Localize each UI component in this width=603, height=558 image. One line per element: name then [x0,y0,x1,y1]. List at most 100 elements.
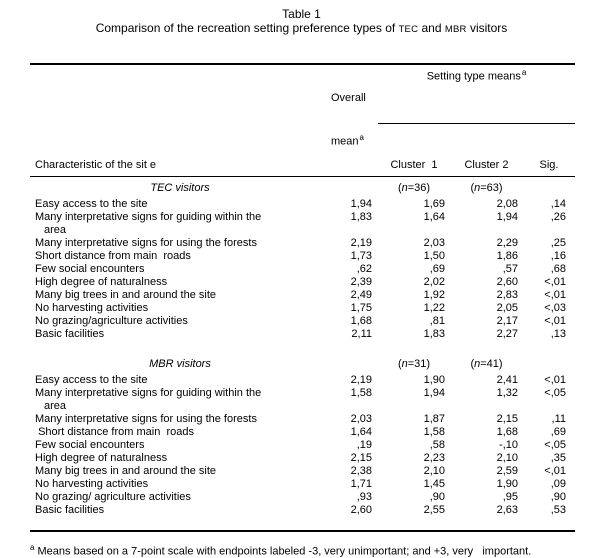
overall-mean-value: 2,11 [351,327,372,340]
row-label: Basic facilities [35,503,105,516]
row-label: High degree of naturalness [35,451,168,464]
label-line1: Many interpretative signs for guiding wi… [35,386,262,399]
cluster1-value: 2,23 [423,451,445,464]
row-label: Many big trees in and around the site [35,464,217,477]
caption-text: and [421,21,442,35]
table-row: Many interpretative signs for using the … [30,237,575,250]
sig-value: <,01 [544,314,567,327]
row-label: Many interpretative signs for guiding wi… [30,211,330,237]
overall-mean-value: ,93 [356,490,372,503]
sig-value: ,25 [550,236,567,249]
section-name: TEC visitors [150,181,210,194]
tec-n-cluster1: (n=36) [378,176,450,198]
cluster1-value: 1,90 [423,373,445,386]
table-row: No grazing/ agriculture activities ,93 ,… [30,491,575,504]
cluster1-value: ,69 [429,262,445,275]
n-open: ( [470,357,475,370]
col-header-cluster-2: Cluster 2 [464,158,509,171]
empty-cell [523,176,575,198]
row-label: No grazing/ agriculture activities [35,490,191,503]
sig-value: <,01 [544,288,567,301]
sig-value: ,69 [550,425,567,438]
overall-mean-value: 2,15 [350,451,372,464]
row-label: Many interpretative signs for using the … [35,412,257,425]
label-line2: area [44,223,67,236]
row-label: High degree of naturalness [35,275,168,288]
cluster1-value: 1,58 [423,425,445,438]
cluster2-value: 1,94 [496,210,518,223]
overall-line2: meana [331,131,377,149]
n-value: =41) [480,357,503,370]
cluster2-value: 2,63 [496,503,518,516]
cluster1-value: 1,64 [423,210,445,223]
n-open: ( [470,181,475,194]
cluster2-value: 1,32 [496,386,518,399]
cluster1-value: 1,50 [423,249,445,262]
sig-value: ,68 [550,262,567,275]
row-label: Short distance from main roads [35,425,194,438]
cluster1-value: 1,45 [423,477,445,490]
table-header: Characteristic of the sit e Overall mean… [30,64,576,177]
caption-mbr-smallcaps: MBR [444,24,467,35]
n-symbol: n [474,181,481,194]
n-symbol: n [401,181,408,194]
caption-tec-smallcaps: TEC [398,24,419,35]
n-value: =63) [480,181,503,194]
table-caption-line2: Comparison of the recreation setting pre… [0,21,603,37]
sig-value: ,14 [550,197,567,210]
sig-value: ,16 [550,249,567,262]
section-name: MBR visitors [149,357,211,370]
sig-value: <,03 [544,301,567,314]
cluster2-value: ,95 [502,490,518,503]
table-row: No harvesting activities 1,75 1,22 2,05 … [30,302,575,315]
caption-text: Comparison of the recreation setting pre… [95,21,396,35]
row-label: No harvesting activities [35,477,149,490]
cluster2-value: ,57 [502,262,518,275]
cluster2-value: 2,29 [496,236,518,249]
n-value: =31) [407,357,431,370]
overall-mean-text: mean [331,135,359,148]
table-row: Short distance from main roads 1,64 1,58… [30,426,575,439]
sig-value: ,11 [551,412,567,425]
cluster2-value: 2,41 [496,373,518,386]
overall-mean-value: 2,49 [350,288,372,301]
n-open: ( [397,357,402,370]
setting-type-means-text: Setting type means [426,70,521,83]
table-row: No harvesting activities 1,71 1,45 1,90 … [30,478,575,491]
cluster1-value: 1,92 [423,288,445,301]
overall-mean-value: 1,71 [350,477,372,490]
cluster1-value: ,58 [429,438,445,451]
row-label: Many interpretative signs for using the … [35,236,257,249]
cluster2-value: 2,83 [496,288,518,301]
table-row: Short distance from main roads 1,73 1,50… [30,250,575,263]
overall-mean-value: 2,39 [350,275,372,288]
sig-value: <,05 [544,386,567,399]
row-label: Few social encounters [35,262,145,275]
row-label: Many big trees in and around the site [35,288,217,301]
table-footnote: a Means based on a 7-point scale with en… [30,541,603,558]
cluster2-value: 2,08 [496,197,518,210]
overall-mean-value: ,19 [356,438,372,451]
table-row: Basic facilities 2,11 1,83 2,27 ,13 [30,328,575,341]
overall-mean-value: 1,94 [350,197,372,210]
col-header-setting-type-means: Setting type meansa [378,64,576,124]
n-symbol: n [474,357,481,370]
table-row: Basic facilities 2,60 2,55 2,63 ,53 [30,504,575,531]
table-row: Many interpretative signs for guiding wi… [30,387,575,413]
tec-n-cluster2: (n=63) [450,176,523,198]
cluster2-value: 1,90 [496,477,518,490]
n-open: ( [397,181,402,194]
footnote-text: Means based on a 7-point scale with endp… [34,545,532,558]
cluster2-value: 2,59 [496,464,518,477]
cluster2-value: -,10 [499,438,518,451]
empty-cell [330,341,378,374]
overall-mean-value: 2,60 [350,503,372,516]
row-label: No grazing/agriculture activities [35,314,188,327]
label-line1: Many interpretative signs for guiding wi… [35,210,262,223]
cluster1-value: 1,94 [423,386,445,399]
sig-value: <,01 [544,275,567,288]
overall-mean-value: 1,73 [350,249,372,262]
section-header-mbr: MBR visitors (n=31) (n=41) [30,341,575,374]
overall-mean-value: 2,03 [350,412,372,425]
row-label: No harvesting activities [35,301,149,314]
